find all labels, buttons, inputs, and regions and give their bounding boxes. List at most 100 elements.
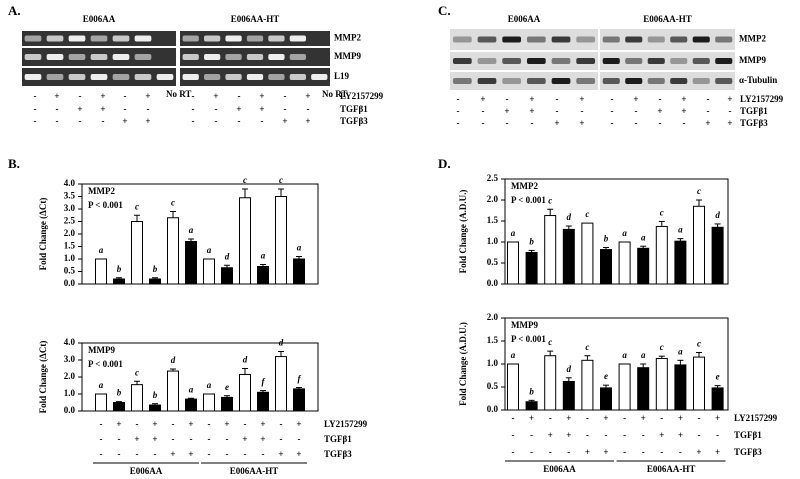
bar [149, 404, 161, 412]
gel-band [692, 58, 710, 64]
gel-band [68, 54, 86, 60]
treatment-sign: - [556, 94, 559, 104]
bar [203, 393, 215, 412]
treatment-sign: + [529, 413, 534, 423]
treatment-sign: - [244, 419, 247, 429]
treatment-sign: + [100, 104, 105, 114]
gel-band [204, 35, 221, 42]
treatment-sign: - [136, 449, 139, 459]
significance-letter: a [678, 225, 683, 235]
bar [239, 197, 251, 285]
treatment-sign: + [145, 91, 150, 101]
treatment-sign: + [122, 116, 127, 126]
treatment-label: TGFβ3 [324, 449, 352, 459]
significance-letter: c [660, 342, 664, 352]
significance-letter: a [678, 346, 683, 356]
treatment-sign: - [698, 413, 701, 423]
treatment-sign: + [260, 434, 265, 444]
treatment-sign: + [566, 413, 571, 423]
treatment-sign: - [506, 118, 509, 128]
bar [185, 241, 197, 285]
panel-label: D. [438, 156, 451, 171]
y-axis-label: Fold Change (A.D.U.) [458, 322, 468, 406]
treatment-sign: - [530, 447, 533, 457]
gel-band [647, 36, 665, 43]
significance-letter: e [716, 372, 720, 382]
treatment-sign: - [635, 106, 638, 116]
y-tick-label: 2.0 [64, 228, 76, 238]
treatment-sign: - [530, 430, 533, 440]
significance-letter: a [261, 251, 266, 261]
treatment-sign: - [154, 449, 157, 459]
significance-letter: a [622, 228, 627, 238]
bar [293, 388, 305, 412]
bar [507, 241, 519, 285]
bar [544, 355, 557, 411]
y-tick-label: 3.0 [64, 203, 76, 213]
chart-title: MMP9 [88, 345, 115, 355]
y-tick-label: 1.5 [64, 241, 76, 251]
treatment-sign: - [567, 447, 570, 457]
gel-band [625, 58, 643, 64]
significance-letter: c [697, 339, 701, 349]
bar [275, 196, 287, 285]
gel-band [670, 58, 688, 64]
bar [113, 278, 125, 285]
gel-band [670, 36, 688, 43]
treatment-sign: - [56, 116, 59, 126]
y-tick-label: 1.0 [64, 253, 76, 263]
treatment-sign: + [480, 94, 485, 104]
gel-band [625, 78, 643, 84]
treatment-sign: - [611, 94, 614, 104]
treatment-sign: - [118, 434, 121, 444]
treatment-sign: - [482, 106, 485, 116]
bar [131, 221, 143, 285]
treatment-sign: + [579, 118, 584, 128]
bar [655, 357, 668, 411]
treatment-sign: - [34, 91, 37, 101]
gel-band [502, 36, 522, 43]
treatment-sign: - [683, 118, 686, 128]
gel-band [24, 74, 42, 80]
gel-band [289, 74, 306, 80]
treatment-sign: + [641, 413, 646, 423]
significance-letter: b [117, 264, 122, 274]
y-tick-label: 3.0 [64, 354, 76, 364]
treatment-sign: + [715, 447, 720, 457]
gel-band [46, 35, 64, 42]
significance-letter: b [529, 236, 534, 246]
gel-band [112, 35, 130, 42]
significance-letter: d [279, 338, 284, 348]
treatment-sign: - [660, 413, 663, 423]
treatment-sign: + [305, 116, 310, 126]
significance-letter: c [585, 342, 589, 352]
band-label: MMP2 [334, 33, 361, 43]
treatment-sign: + [152, 419, 157, 429]
treatment-sign: + [213, 91, 218, 101]
y-tick-label: 3.5 [64, 191, 76, 201]
gel-band [715, 36, 733, 43]
treatment-sign: - [298, 434, 301, 444]
bar [711, 387, 724, 411]
significance-letter: d [225, 251, 230, 261]
treatment-sign: - [457, 94, 460, 104]
gel-band [289, 35, 306, 42]
treatment-sign: - [192, 116, 195, 126]
y-axis-label: Fold Change (ΔCt) [38, 341, 48, 414]
treatment-sign: - [605, 430, 608, 440]
significance-letter: a [641, 350, 646, 360]
treatment-sign: - [581, 106, 584, 116]
bar [600, 249, 612, 285]
treatment-sign: - [147, 104, 150, 114]
treatment-sign: - [100, 419, 103, 429]
significance-letter: c [548, 337, 552, 347]
significance-letter: b [529, 386, 534, 396]
panel-label: B. [8, 156, 20, 171]
y-tick-label: 0.5 [64, 266, 76, 276]
treatment-sign: - [215, 104, 218, 114]
bar [257, 391, 269, 412]
y-tick-label: 4.0 [64, 337, 76, 347]
gel-band [477, 78, 497, 84]
treatment-sign: - [611, 106, 614, 116]
